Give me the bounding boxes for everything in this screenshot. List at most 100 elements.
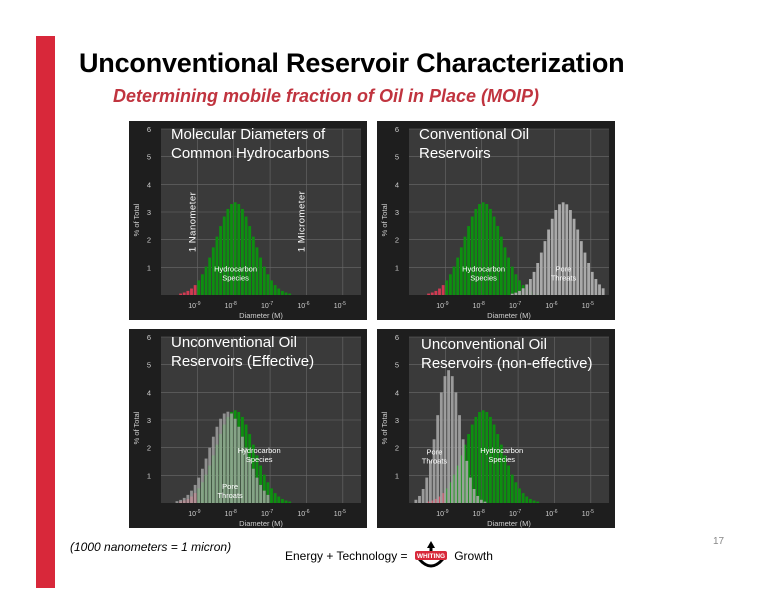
bar [270,488,273,503]
bar [447,370,451,503]
bar [518,488,521,503]
bar [572,218,576,295]
bar [576,229,580,295]
y-tick-label: 5 [147,361,151,370]
y-axis-label: % of Total [380,203,389,236]
bar [219,418,223,503]
bar [197,280,201,295]
bar [201,468,204,503]
series-annotation: Pore Throats [217,482,243,500]
bar [518,280,521,295]
bar [259,257,263,295]
bar [449,274,452,295]
bar [182,497,186,503]
series-pore-throats [510,202,605,295]
bar [255,477,259,503]
y-tick-label: 4 [395,180,399,189]
series-pore-throats [414,370,487,503]
y-tick-label: 5 [395,361,399,370]
bar [558,204,561,295]
bar [190,288,193,295]
bar [259,484,263,503]
bar [510,266,514,295]
bar [590,271,594,295]
bar [427,293,431,295]
page-number: 17 [713,536,725,547]
bar [461,439,465,503]
bar [179,499,183,503]
series-annotation: Hydrocarbon Species [214,264,257,282]
bar [230,204,233,295]
x-tick-label: 10-7 [509,301,521,310]
bar [277,288,281,295]
bar [248,458,252,503]
y-axis-label: % of Total [132,203,141,236]
bar [255,247,259,295]
bar [454,392,458,503]
side-accent-bar: NYSE: WLL [36,36,86,598]
bar [483,501,487,503]
chart-title: Unconventional Oil Reservoirs (non-effec… [421,336,593,372]
bar [569,210,572,295]
y-tick-label: 3 [395,208,399,217]
x-tick-label: 10-6 [297,301,309,310]
x-tick-label: 10-6 [297,509,309,518]
bar [266,482,270,503]
y-tick-label: 4 [147,388,151,397]
x-axis-label: Diameter (M) [239,311,283,320]
bar [230,413,233,503]
bar [443,376,447,503]
bar [507,465,511,503]
bar [430,500,434,503]
bar [204,458,208,503]
bar [470,424,474,503]
y-tick-label: 6 [395,125,399,134]
bar [197,477,201,503]
bar [463,236,467,295]
bar [469,477,472,503]
bar [554,210,558,295]
x-tick-label: 10-9 [436,509,448,518]
bar [452,474,456,503]
bar [452,266,456,295]
bar [244,447,248,503]
y-tick-label: 3 [147,208,151,217]
bar [467,434,471,503]
bar [547,229,551,295]
bar [529,498,532,503]
bar [485,204,489,295]
chart-title: Conventional Oil Reservoirs [419,126,530,162]
y-tick-label: 6 [395,333,399,342]
x-tick-label: 10-6 [545,509,557,518]
bar [496,226,500,295]
bar [193,285,197,295]
bar [441,285,445,295]
bar [565,204,569,295]
bar [499,236,503,295]
bar [550,218,554,295]
bar [226,411,230,503]
bar [226,208,230,295]
bar [463,444,467,503]
bar [476,495,480,503]
bar [425,477,429,503]
bar [532,500,536,503]
y-tick-label: 2 [147,444,151,453]
bar [478,204,481,295]
y-tick-label: 5 [147,153,151,162]
bar [277,496,281,503]
bar [262,266,266,295]
grid [409,128,609,295]
bar [436,415,440,503]
x-axis-label: Diameter (M) [239,519,283,528]
chart-title: Unconventional Oil Reservoirs (Effective… [171,334,315,370]
bar [525,496,529,503]
bar [284,292,288,295]
x-tick-label: 10-7 [261,509,273,518]
bar [244,216,248,295]
bar [539,252,543,295]
bar [262,474,266,503]
bar [208,447,212,503]
bar [496,434,500,503]
bar [579,241,583,295]
